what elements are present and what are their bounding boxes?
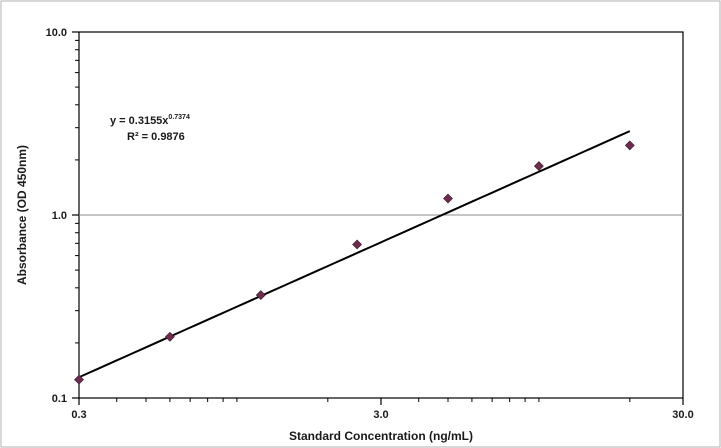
minor-ticks xyxy=(75,39,631,402)
r-squared-label: R² = 0.9876 xyxy=(127,131,185,143)
y-tick-label: 1.0 xyxy=(52,210,67,222)
y-axis-title: Absorbance (OD 450nm) xyxy=(15,145,29,285)
data-point xyxy=(352,239,363,250)
data-point xyxy=(533,161,544,172)
x-tick-label: 0.3 xyxy=(71,409,86,421)
x-tick-label: 3.0 xyxy=(373,409,388,421)
y-tick-label: 0.1 xyxy=(52,393,67,405)
trendline-equation: y = 0.3155x0.7374 xyxy=(110,114,190,127)
equation-exponent: 0.7374 xyxy=(168,114,190,121)
data-points xyxy=(74,140,635,385)
x-tick-label: 30.0 xyxy=(672,409,693,421)
data-point xyxy=(74,374,84,385)
data-point xyxy=(624,140,635,151)
y-tick-label: 10.0 xyxy=(46,27,67,39)
axis-ticks xyxy=(72,31,684,405)
equation-base: y = 0.3155x xyxy=(110,115,169,127)
data-point xyxy=(443,193,453,204)
x-axis-title: Standard Concentration (ng/mL) xyxy=(289,429,473,443)
data-point xyxy=(255,290,266,301)
data-point xyxy=(164,331,175,342)
